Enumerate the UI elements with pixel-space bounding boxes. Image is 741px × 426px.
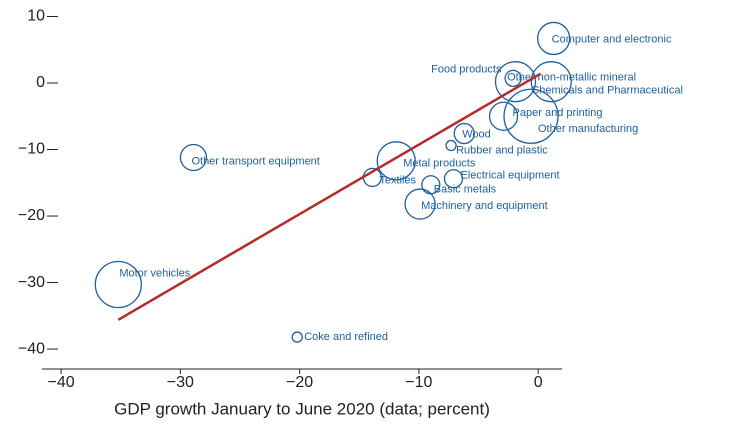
point-label: Other transport equipment — [191, 155, 319, 167]
point-label: Textiles — [379, 174, 416, 186]
x-tick-label: −40 — [48, 374, 75, 391]
bubble — [494, 61, 537, 103]
x-tick-label: −20 — [286, 374, 313, 391]
x-axis-label: GDP growth January to June 2020 (data; p… — [114, 399, 490, 418]
y-tick-label: −30 — [18, 274, 45, 291]
bubble — [445, 139, 457, 152]
point-label: Metal products — [403, 158, 476, 170]
bubble — [537, 21, 571, 56]
fit-line — [117, 72, 542, 321]
point-label: Basic metals — [434, 184, 497, 196]
y-tick-label: −20 — [18, 207, 45, 224]
bubble — [443, 169, 464, 189]
bubble — [453, 122, 475, 145]
bubble — [530, 61, 572, 103]
point-label: Coke and refined — [304, 331, 388, 343]
point-label: Electrical equipment — [460, 170, 559, 182]
point-label: Chemicals and Pharmaceutical — [531, 85, 683, 97]
x-tick-label: −30 — [167, 374, 194, 391]
bubble — [503, 88, 559, 144]
point-label: Wood — [462, 128, 491, 140]
y-tick-label: −10 — [18, 141, 45, 158]
point-label: Other manufacturing — [538, 123, 638, 135]
point-label: Motor vehicles — [119, 267, 190, 279]
point-label: Paper and printing — [513, 107, 603, 119]
bubble — [291, 331, 303, 343]
bubble — [404, 188, 436, 220]
point-label: Food products — [431, 64, 502, 76]
bubble — [94, 260, 142, 309]
point-label: Rubber and plastic — [456, 144, 548, 156]
bubble — [179, 143, 208, 172]
y-tick-label: 10 — [27, 8, 45, 25]
y-tick-label: 0 — [36, 74, 45, 91]
y-tick-label: −40 — [18, 340, 45, 357]
bubble — [376, 141, 416, 181]
x-tick-label: 0 — [534, 374, 543, 391]
x-tick-label: −10 — [405, 374, 432, 391]
bubble — [488, 101, 519, 131]
point-label: Machinery and equipment — [421, 200, 548, 212]
bubble — [504, 69, 522, 88]
point-label: Computer and electronic — [552, 33, 672, 45]
